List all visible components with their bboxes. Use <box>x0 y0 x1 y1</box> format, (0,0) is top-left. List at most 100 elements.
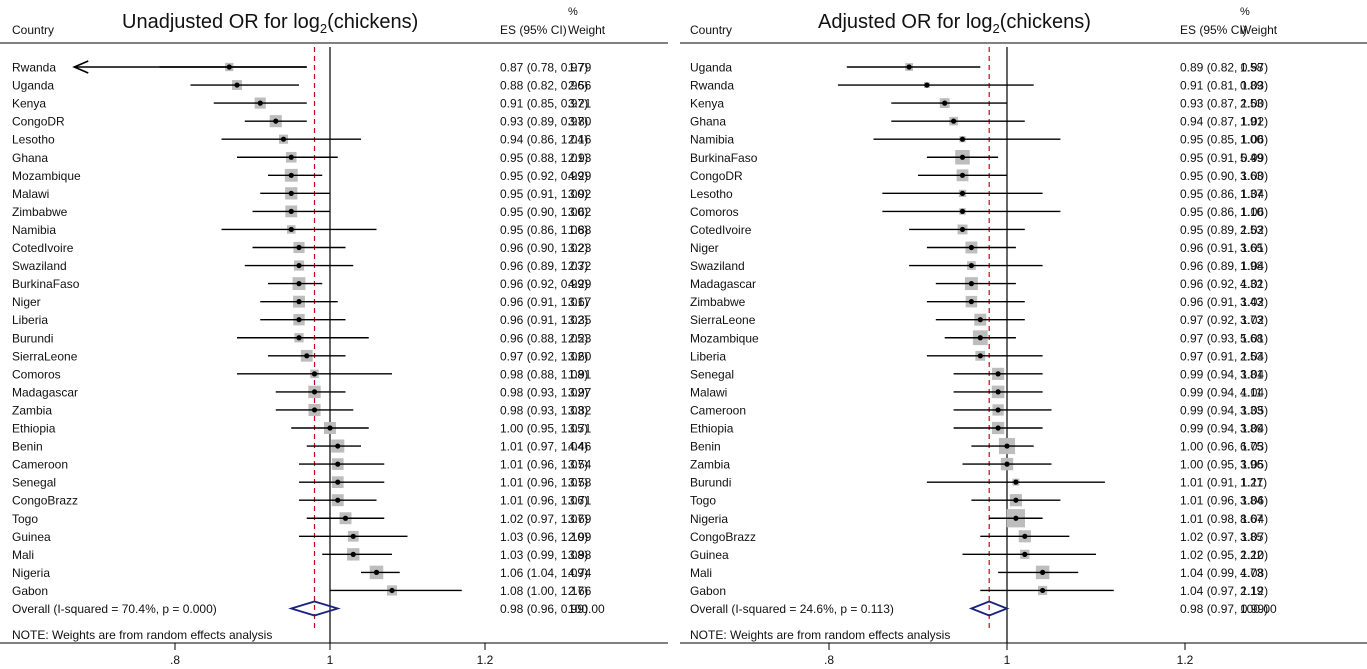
weight-label: 4.73 <box>1240 566 1264 580</box>
title-text-end: (chickens) <box>1000 11 1091 33</box>
es-ci-label: 1.01 (0.91, 1.11) <box>1180 476 1267 490</box>
weight-label: 1.79 <box>568 61 592 75</box>
country-label: Niger <box>12 295 41 309</box>
es-ci-label: 0.95 (0.86, 1.06) <box>500 223 588 237</box>
point-estimate <box>1013 497 1019 503</box>
weight-label: 2.16 <box>568 133 592 147</box>
country-label: Mozambique <box>690 331 759 345</box>
country-label: Cameroon <box>12 458 68 472</box>
overall-es-ci-label: 0.98 (0.96, 0.99) <box>500 602 588 616</box>
point-estimate <box>342 515 349 521</box>
weight-label: 3.67 <box>568 295 592 309</box>
country-label: Liberia <box>690 349 726 363</box>
weight-label: 1.91 <box>1240 115 1264 129</box>
weight-label: 1.10 <box>1240 205 1264 219</box>
point-estimate <box>288 226 294 233</box>
country-label: Cameroon <box>690 403 746 417</box>
weight-label: 1.91 <box>568 367 592 381</box>
weight-label: 2.22 <box>1240 548 1264 562</box>
country-label: Swaziland <box>690 259 745 273</box>
weight-label: 3.69 <box>568 512 592 526</box>
weight-label: 3.92 <box>568 187 592 201</box>
point-estimate <box>311 389 318 395</box>
es-ci-label: 1.03 (0.96, 1.10) <box>500 530 588 544</box>
overall-label: Overall (I-squared = 70.4%, p = 0.000) <box>12 602 217 616</box>
point-estimate <box>968 244 975 251</box>
country-label: Zimbabwe <box>12 205 68 219</box>
es-ci-label: 1.02 (0.95, 1.10) <box>1180 548 1268 562</box>
weight-label: 3.43 <box>1240 295 1264 309</box>
country-label: Senegal <box>12 476 56 490</box>
es-ci-label: 0.97 (0.91, 1.04) <box>1180 349 1268 363</box>
point-estimate <box>296 299 302 305</box>
point-estimate <box>304 353 310 359</box>
es-ci-label: 1.02 (0.97, 1.07) <box>500 512 588 526</box>
weight-label: 2.56 <box>568 79 592 93</box>
country-label: Lesotho <box>12 133 55 147</box>
forest-panel-1: Country Unadjusted OR for log2(chickens) E… <box>0 6 668 667</box>
point-estimate <box>977 335 983 341</box>
country-label: SierraLeone <box>12 349 78 363</box>
country-label: SierraLeone <box>690 313 756 327</box>
overall-weight-label: 100.00 <box>1240 602 1277 616</box>
weight-label: 1.37 <box>1240 187 1264 201</box>
weight-label: 3.63 <box>1240 169 1264 183</box>
country-label: Namibia <box>12 223 56 237</box>
country-label: Burundi <box>690 476 731 490</box>
weight-label: 3.21 <box>568 97 592 111</box>
es-column-header: ES (95% CI) <box>500 23 567 37</box>
es-ci-label: 0.96 (0.91, 1.02) <box>500 313 588 327</box>
weights-note: NOTE: Weights are from random effects an… <box>690 628 950 642</box>
point-estimate <box>1004 443 1010 449</box>
country-label: Guinea <box>690 548 729 562</box>
point-estimate <box>995 425 1001 431</box>
es-ci-label: 0.96 (0.89, 1.03) <box>500 259 588 273</box>
country-label: Kenya <box>690 97 724 111</box>
weight-label: 0.89 <box>1240 79 1264 93</box>
es-ci-label: 0.98 (0.88, 1.08) <box>500 367 588 381</box>
weight-label: 5.68 <box>1240 331 1264 345</box>
country-label: Uganda <box>12 79 54 93</box>
weight-label: 2.66 <box>568 584 592 598</box>
point-estimate <box>1013 479 1019 485</box>
point-estimate <box>327 425 333 431</box>
weight-label: 2.53 <box>1240 349 1264 363</box>
country-label: Senegal <box>690 367 734 381</box>
country-label: Nigeria <box>12 566 50 580</box>
point-estimate <box>1022 533 1028 539</box>
point-estimate <box>968 281 975 287</box>
es-ci-label: 0.93 (0.87, 1.00) <box>1180 97 1268 111</box>
es-ci-label: 0.99 (0.94, 1.04) <box>1180 367 1268 381</box>
country-label: Guinea <box>12 530 51 544</box>
weight-label: 4.32 <box>1240 277 1264 291</box>
country-label: Liberia <box>12 313 48 327</box>
point-estimate <box>1040 587 1046 594</box>
weight-label: 4.46 <box>568 440 592 454</box>
country-label: Togo <box>12 512 38 526</box>
point-estimate <box>1040 569 1046 576</box>
weight-label: 3.71 <box>568 494 592 508</box>
es-ci-label: 1.01 (0.96, 1.06) <box>1180 494 1268 508</box>
country-label: CotedIvoire <box>690 223 752 237</box>
point-estimate <box>1022 551 1028 557</box>
point-estimate <box>226 64 232 70</box>
x-tick-label: .8 <box>170 653 180 667</box>
weight-column-header-percent: % <box>1240 6 1250 18</box>
point-estimate <box>959 136 966 142</box>
es-ci-label: 0.95 (0.90, 1.00) <box>1180 169 1268 183</box>
point-estimate <box>373 569 380 576</box>
country-label: CongoDR <box>12 115 65 129</box>
weight-label: 3.82 <box>568 403 592 417</box>
overall-label: Overall (I-squared = 24.6%, p = 0.113) <box>690 602 894 616</box>
point-estimate <box>968 299 975 305</box>
point-estimate <box>959 208 966 214</box>
es-ci-label: 0.96 (0.88, 1.05) <box>500 331 588 345</box>
weight-label: 2.72 <box>568 259 592 273</box>
ci-arrow <box>72 60 89 74</box>
weight-label: 2.93 <box>568 151 592 165</box>
country-label: Madagascar <box>690 277 756 291</box>
es-ci-label: 1.04 (0.97, 1.12) <box>1180 584 1268 598</box>
es-ci-label: 0.94 (0.87, 1.02) <box>1180 115 1268 129</box>
title-subscript: 2 <box>993 21 1000 36</box>
es-ci-label: 0.88 (0.82, 0.96) <box>500 79 588 93</box>
